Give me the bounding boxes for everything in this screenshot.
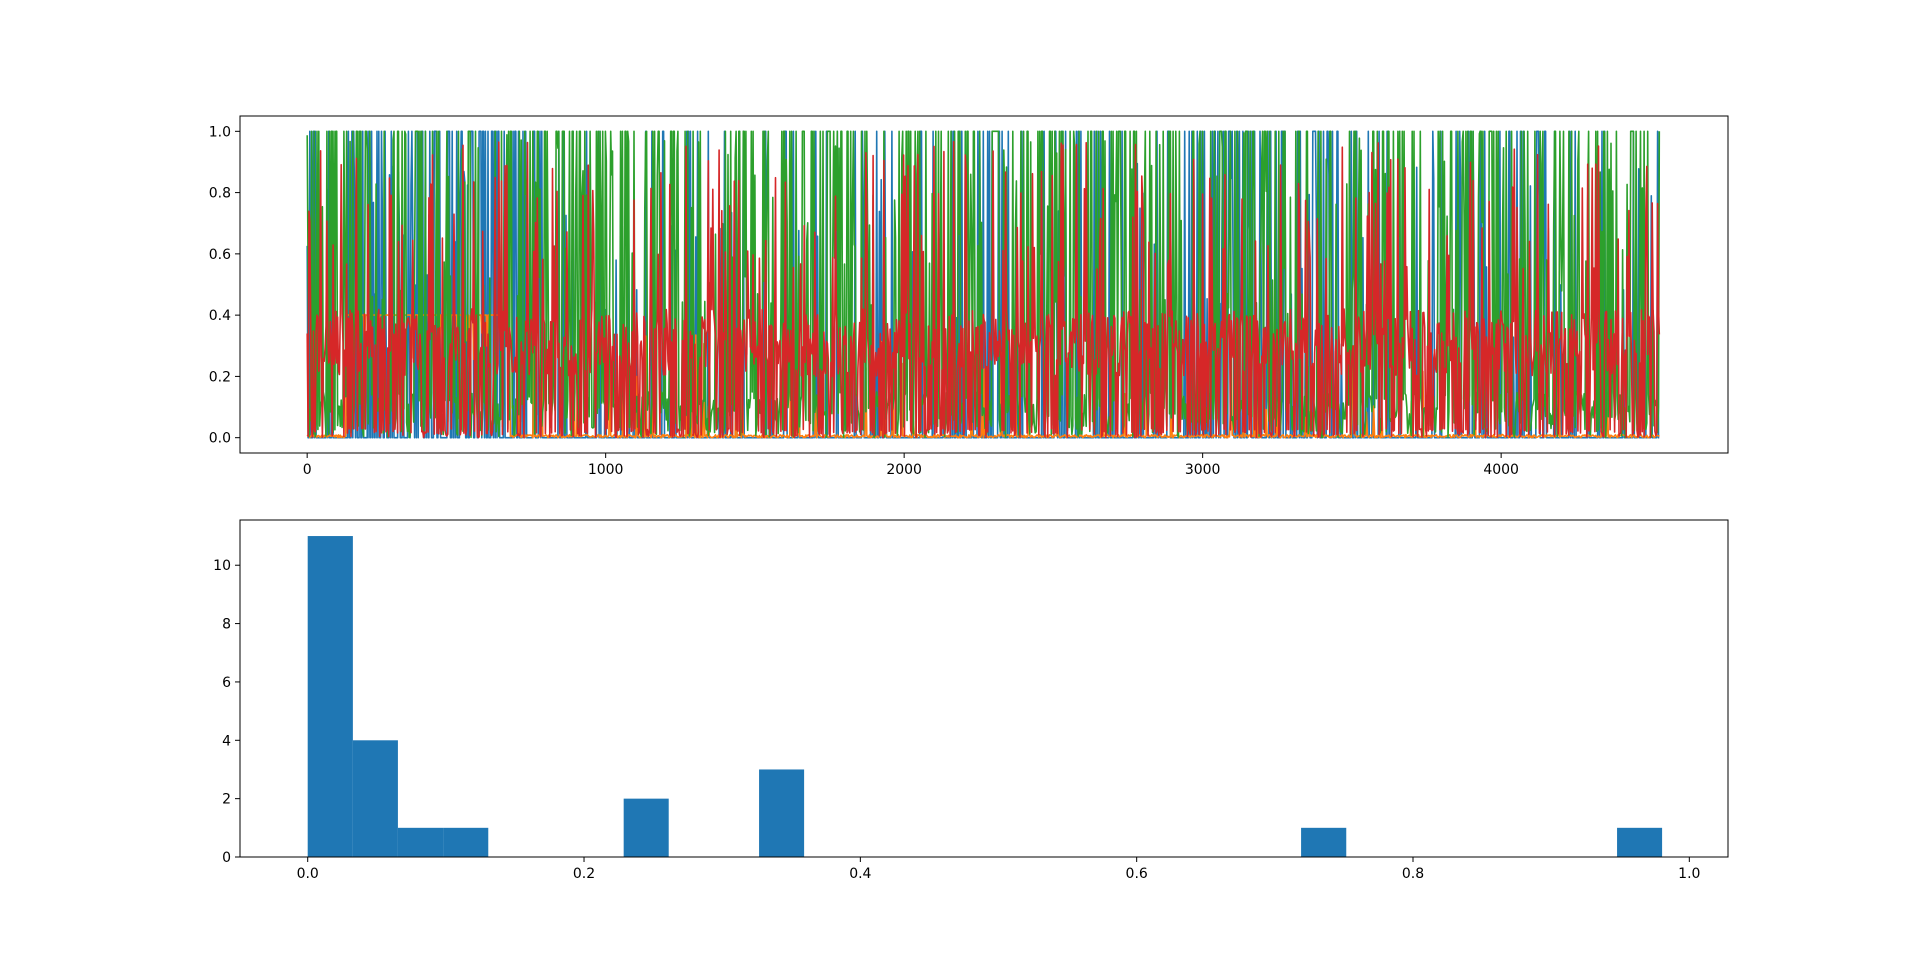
bottom-y-tick-label: 2 <box>222 792 231 808</box>
bottom-x-tick-label: 0.0 <box>297 866 319 882</box>
bottom-histogram-chart: 0.0 0.2 0.4 0.6 0.8 1.0 0 2 4 6 8 10 <box>213 519 1729 882</box>
bottom-y-ticks: 0 2 4 6 8 10 <box>213 558 240 866</box>
histogram-bar <box>759 769 805 857</box>
top-x-tick-label: 3000 <box>1185 462 1221 478</box>
top-x-tick-label: 2000 <box>886 462 922 478</box>
histogram-bar <box>623 798 669 857</box>
line-series-3 <box>306 130 1661 439</box>
bottom-y-tick-label: 0 <box>222 850 231 866</box>
top-y-tick-label: 0.0 <box>209 431 231 447</box>
bottom-x-tick-label: 1.0 <box>1678 866 1700 882</box>
top-x-tick-label: 1000 <box>588 462 624 478</box>
top-y-tick-label: 0.2 <box>209 369 231 385</box>
top-line-chart: 0 1000 2000 3000 4000 0.0 0.2 0.4 0.6 0.8 1.0 <box>209 115 1729 478</box>
top-y-tick-label: 0.4 <box>209 308 231 324</box>
bottom-y-tick-label: 8 <box>222 617 231 633</box>
histogram-bar <box>352 740 398 857</box>
top-axes-frame <box>239 115 1729 454</box>
bottom-bars-group <box>307 536 1663 857</box>
histogram-bar <box>1617 827 1663 857</box>
bottom-axes-frame <box>239 519 1729 858</box>
bottom-x-tick-label: 0.2 <box>573 866 595 882</box>
top-y-ticks: 0.0 0.2 0.4 0.6 0.8 1.0 <box>209 124 240 447</box>
bottom-x-tick-label: 0.6 <box>1126 866 1148 882</box>
bottom-y-tick-label: 6 <box>222 675 231 691</box>
line-series-2 <box>306 314 1660 439</box>
bottom-x-ticks: 0.0 0.2 0.4 0.6 0.8 1.0 <box>297 857 1700 882</box>
histogram-bar <box>1301 827 1347 857</box>
top-x-tick-label: 0 <box>303 462 312 478</box>
top-x-tick-label: 4000 <box>1483 462 1519 478</box>
top-x-ticks: 0 1000 2000 3000 4000 <box>303 453 1519 478</box>
top-y-tick-label: 0.8 <box>209 186 231 202</box>
bottom-y-tick-label: 10 <box>213 558 231 574</box>
top-y-tick-label: 0.6 <box>209 247 231 263</box>
top-series-group <box>306 130 1661 439</box>
histogram-bar <box>443 827 489 857</box>
histogram-bar <box>397 827 444 857</box>
top-y-tick-label: 1.0 <box>209 124 231 140</box>
bottom-x-tick-label: 0.8 <box>1402 866 1424 882</box>
histogram-bar <box>307 536 353 857</box>
bottom-y-tick-label: 4 <box>222 733 231 749</box>
bottom-x-tick-label: 0.4 <box>849 866 871 882</box>
line-series-4 <box>306 140 1661 439</box>
